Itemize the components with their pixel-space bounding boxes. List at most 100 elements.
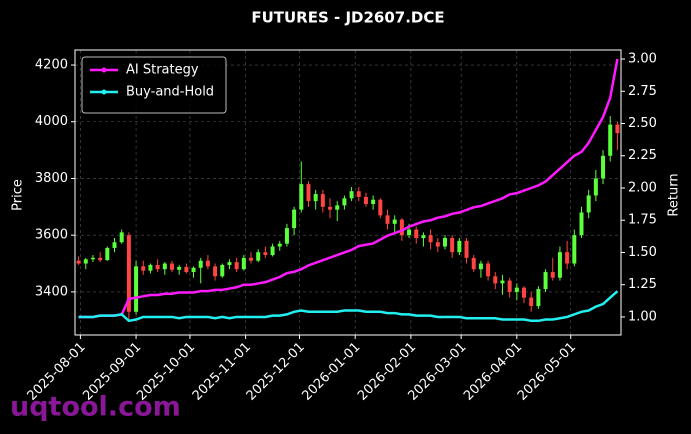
candle-body	[184, 266, 189, 273]
candle-body	[543, 272, 548, 290]
y2-tick-label: 2.50	[628, 116, 657, 131]
candle-body	[177, 266, 182, 270]
candle-body	[421, 235, 426, 239]
candle-body	[414, 229, 419, 239]
candle-body	[155, 264, 160, 270]
y-tick-label: 4200	[35, 58, 68, 73]
candle-body	[457, 240, 462, 253]
candle-body	[601, 155, 606, 179]
candle-body	[270, 246, 275, 256]
candle-body	[198, 260, 203, 268]
legend-label: AI Strategy	[126, 63, 199, 78]
candle-body	[234, 262, 239, 270]
y-axis-label: Price	[11, 179, 26, 211]
candle-body	[162, 263, 167, 270]
y2-tick-label: 2.00	[628, 180, 657, 195]
candle-body	[191, 267, 196, 273]
candle-body	[615, 124, 620, 134]
candle-body	[399, 219, 404, 236]
y-tick-label: 3400	[35, 284, 68, 299]
candle-body	[522, 287, 527, 298]
candle-body	[356, 191, 361, 197]
legend-marker	[101, 67, 107, 73]
candle-body	[507, 280, 512, 292]
candle-body	[478, 263, 483, 270]
candle-body	[134, 266, 139, 312]
candle-body	[363, 196, 368, 204]
candle-body	[213, 266, 218, 277]
candle-body	[126, 235, 131, 312]
candle-body	[579, 212, 584, 236]
candle-body	[442, 238, 447, 247]
candle-body	[385, 215, 390, 224]
candle-body	[392, 219, 397, 224]
candle-body	[557, 252, 562, 278]
y2-tick-label: 1.75	[628, 213, 657, 228]
candle-body	[292, 209, 297, 229]
plot-frame	[74, 49, 622, 336]
series-line	[78, 290, 619, 323]
candle-body	[464, 240, 469, 258]
candle-body	[593, 178, 598, 196]
candle-body	[141, 266, 146, 271]
candle-body	[320, 194, 325, 207]
y2-axis-label: Return	[667, 173, 682, 216]
candle-body	[284, 228, 289, 244]
candle-body	[565, 252, 570, 264]
candle-body	[550, 272, 555, 278]
candle-body	[328, 206, 333, 210]
y2-tick-label: 1.25	[628, 277, 657, 292]
chart-title: FUTURES - JD2607.DCE	[251, 9, 444, 27]
legend: AI Strategy Buy-and-Hold	[81, 56, 227, 114]
candle-body	[313, 194, 318, 202]
candle-body	[529, 297, 534, 307]
candle-body	[428, 235, 433, 243]
candle-body	[105, 247, 110, 261]
y2-tick-label: 2.75	[628, 84, 657, 99]
candle-body	[241, 257, 246, 270]
candle-body	[514, 287, 519, 292]
candle-body	[435, 242, 440, 247]
legend-marker	[101, 89, 107, 95]
candle-body	[83, 259, 88, 264]
candle-body	[220, 264, 225, 277]
candle-body	[277, 243, 282, 247]
y2-tick-label: 1.00	[628, 309, 657, 324]
y2-tick-label: 3.00	[628, 52, 657, 67]
watermark: uqtool.com	[10, 392, 181, 423]
candle-body	[586, 195, 591, 213]
candle-body	[342, 198, 347, 206]
candle-body	[169, 263, 174, 270]
candle-body	[572, 235, 577, 264]
candle-body	[349, 191, 354, 199]
candle-body	[335, 205, 340, 210]
candle-body	[98, 257, 103, 261]
y2-tick-label: 2.25	[628, 148, 657, 163]
candle-body	[299, 184, 304, 210]
candle-body	[450, 238, 455, 253]
candle-body	[263, 252, 268, 256]
series-line	[78, 58, 619, 319]
candle-body	[256, 252, 261, 261]
y-tick-label: 3800	[35, 171, 68, 186]
candle-body	[76, 260, 81, 264]
candle-body	[486, 263, 491, 277]
y-tick-label: 4000	[35, 114, 68, 129]
candle-body	[306, 184, 311, 202]
candle-body	[227, 262, 232, 265]
candle-body	[378, 199, 383, 216]
candle-body	[471, 257, 476, 270]
candle-body	[249, 257, 254, 261]
candle-body	[493, 276, 498, 284]
candle-body	[205, 260, 210, 267]
candle-body	[119, 232, 124, 243]
y2-tick-label: 1.50	[628, 245, 657, 260]
legend-label: Buy-and-Hold	[126, 85, 214, 100]
candle-body	[500, 280, 505, 284]
candle-body	[608, 124, 613, 156]
candle-body	[371, 199, 376, 204]
plot-area	[75, 50, 621, 335]
candle-body	[536, 289, 541, 307]
y-tick-label: 3600	[35, 228, 68, 243]
